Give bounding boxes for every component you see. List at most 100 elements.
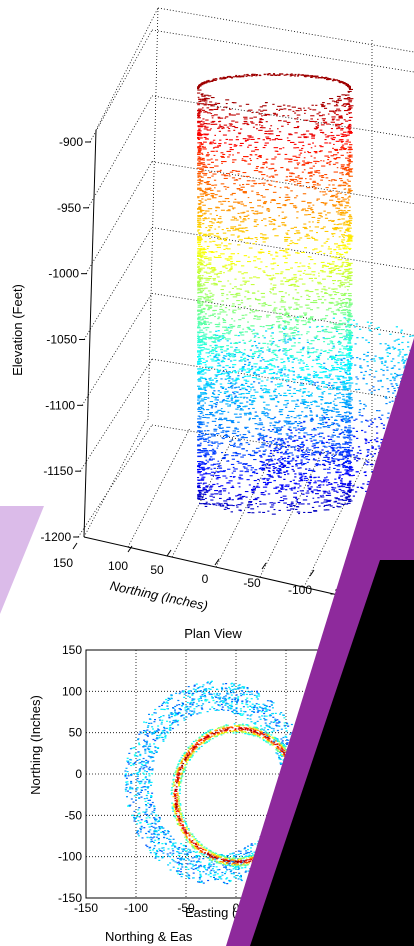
cylinder-point — [259, 124, 261, 126]
cylinder-point — [309, 172, 313, 174]
elevation-tick-label: -900 — [59, 135, 83, 149]
cylinder-point — [199, 422, 202, 424]
cylinder-point — [335, 443, 340, 445]
cylinder-point — [226, 345, 229, 347]
outer-ring-point — [381, 358, 384, 360]
cylinder-point — [343, 293, 346, 295]
cylinder-point — [224, 117, 227, 119]
cylinder-point — [344, 292, 347, 294]
cylinder-point — [203, 488, 207, 490]
cylinder-point — [197, 265, 200, 267]
cylinder-point — [209, 322, 213, 324]
cylinder-point — [256, 158, 259, 160]
cylinder-point — [345, 403, 350, 405]
cylinder-point — [254, 428, 257, 430]
outer-ring-point — [295, 463, 298, 465]
cylinder-point — [216, 276, 220, 278]
outer-ring-point — [323, 362, 326, 364]
cylinder-point — [201, 109, 206, 111]
outer-ring-point — [266, 441, 269, 443]
cylinder-point — [347, 109, 351, 111]
cylinder-point — [262, 163, 265, 165]
cylinder-point — [315, 123, 319, 125]
cylinder-point — [204, 323, 208, 325]
cylinder-point — [243, 467, 248, 469]
cylinder-point — [197, 346, 200, 348]
cylinder-point — [279, 317, 283, 319]
cylinder-point — [265, 189, 269, 191]
cylinder-point — [268, 458, 272, 460]
cylinder-point — [345, 370, 351, 372]
cylinder-point — [205, 336, 210, 338]
cylinder-point — [205, 294, 209, 296]
cylinder-point — [200, 398, 205, 400]
cylinder-point — [339, 178, 343, 180]
cylinder-point — [259, 119, 264, 121]
cylinder-point — [281, 451, 283, 453]
outer-ring-point — [280, 369, 284, 371]
outer-ring-point — [302, 428, 306, 430]
cylinder-point — [310, 340, 315, 342]
cylinder-point — [258, 417, 261, 419]
cylinder-point — [295, 280, 299, 282]
outer-ring-point — [289, 438, 292, 440]
cylinder-point — [345, 120, 349, 122]
cylinder-point — [261, 125, 264, 127]
outer-ring-point — [313, 445, 316, 447]
cylinder-point — [292, 327, 295, 329]
cylinder-point — [335, 125, 339, 127]
cylinder-point — [305, 492, 310, 494]
outer-ring-point — [231, 378, 234, 380]
cylinder-point — [341, 312, 346, 314]
cylinder-point — [344, 442, 348, 444]
cylinder-point — [210, 104, 214, 106]
cylinder-point — [202, 210, 205, 212]
outer-ring-point — [256, 347, 259, 349]
cylinder-point — [267, 328, 271, 330]
outer-ring-point — [305, 415, 308, 417]
cylinder-point — [244, 405, 248, 407]
cylinder-point — [318, 214, 322, 216]
cylinder-point — [343, 237, 345, 239]
cylinder-point — [330, 251, 333, 253]
cylinder-point — [341, 406, 346, 408]
outer-ring-point — [286, 341, 289, 343]
cylinder-point — [198, 479, 200, 481]
cylinder-point — [270, 221, 273, 223]
cylinder-point — [348, 128, 351, 130]
cylinder-point — [303, 432, 308, 434]
cylinder-point — [228, 256, 233, 258]
cylinder-point — [239, 496, 244, 498]
cylinder-point — [333, 408, 338, 410]
outer-ring-point — [373, 360, 376, 362]
cylinder-point — [232, 476, 235, 478]
cylinder-point — [271, 199, 276, 201]
cylinder-point — [286, 279, 290, 281]
cylinder-point — [198, 285, 202, 287]
cylinder-point — [270, 292, 272, 294]
cylinder-point — [325, 265, 329, 267]
cylinder-point — [251, 491, 255, 493]
cylinder-point — [347, 502, 351, 504]
outer-ring-point — [287, 444, 290, 447]
outer-ring-point — [235, 347, 238, 349]
outer-ring-point — [222, 357, 225, 359]
cylinder-point — [335, 498, 340, 500]
outer-ring-point — [272, 341, 275, 343]
outer-ring-point — [287, 369, 290, 371]
cylinder-point — [262, 442, 265, 444]
cylinder-point — [197, 486, 200, 488]
cylinder-point — [198, 378, 202, 380]
cylinder-point — [197, 426, 201, 428]
outer-ring-point — [267, 413, 270, 415]
cylinder-point — [308, 322, 311, 324]
cylinder-point — [298, 503, 301, 505]
outer-ring-point — [371, 464, 374, 466]
outer-ring-point — [365, 460, 368, 462]
cylinder-point — [212, 414, 215, 416]
cylinder-point — [335, 193, 338, 195]
cylinder-point — [321, 367, 325, 369]
cylinder-point — [312, 319, 317, 321]
cylinder-point — [207, 95, 212, 97]
outer-ring-point — [268, 464, 271, 467]
